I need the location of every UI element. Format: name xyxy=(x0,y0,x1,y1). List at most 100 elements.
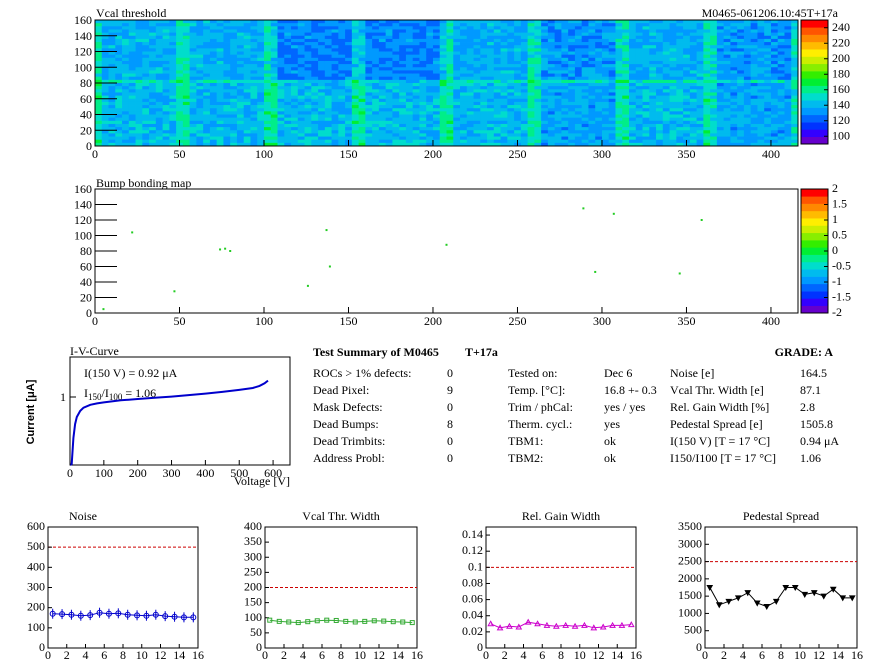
heatmap-cell xyxy=(101,35,109,40)
heatmap-cell xyxy=(642,89,650,93)
heatmap-cell xyxy=(676,32,684,37)
heatmap-cell xyxy=(101,111,109,115)
heatmap-cell xyxy=(683,114,691,119)
heatmap-cell xyxy=(764,20,772,24)
heatmap-cell xyxy=(622,54,630,59)
heatmap-cell xyxy=(439,98,447,103)
heatmap-cell xyxy=(263,133,272,137)
heatmap-cell xyxy=(176,70,184,74)
heatmap-cell xyxy=(662,123,670,128)
heatmap-cell xyxy=(743,127,752,131)
heatmap-cell xyxy=(115,54,123,59)
heatmap-cell xyxy=(703,95,711,100)
heatmap-cell xyxy=(189,89,197,93)
heatmap-cell xyxy=(493,64,501,68)
heatmap-cell xyxy=(419,133,427,137)
heatmap-cell xyxy=(757,38,765,43)
heatmap-cell xyxy=(574,70,583,74)
heatmap-cell xyxy=(209,98,218,103)
heatmap-cell xyxy=(216,32,224,37)
heatmap-cell xyxy=(250,98,258,103)
heatmap-cell xyxy=(365,42,373,46)
heatmap-cell xyxy=(784,70,792,74)
heatmap-cell xyxy=(649,105,657,109)
heatmap-cell xyxy=(757,23,765,27)
heatmap-cell xyxy=(764,51,772,56)
heatmap-cell xyxy=(277,105,285,109)
small-x-tick-label: 8 xyxy=(778,648,784,662)
heatmap-cell xyxy=(243,111,251,115)
bump-palette: 21.510.50-0.5-1-1.5-2 xyxy=(800,181,851,319)
heatmap-cell xyxy=(324,42,332,46)
heatmap-cell xyxy=(432,32,441,37)
heatmap-cell xyxy=(209,117,218,122)
heatmap-cell xyxy=(696,73,704,78)
heatmap-cell xyxy=(101,136,109,141)
heatmap-cell xyxy=(743,20,752,24)
heatmap-cell xyxy=(615,45,623,49)
heatmap-cell xyxy=(365,139,373,144)
heatmap-cell xyxy=(777,35,785,40)
heatmap-cell xyxy=(270,117,278,122)
heatmap-cell xyxy=(250,38,258,43)
heatmap-cell xyxy=(764,95,772,100)
heatmap-cell xyxy=(284,73,292,78)
heatmap-cell xyxy=(473,136,481,141)
heatmap-cell xyxy=(770,92,779,96)
heatmap-cell xyxy=(487,67,495,71)
heatmap-cell xyxy=(588,108,596,112)
heatmap-cell xyxy=(297,139,305,144)
heatmap-cell xyxy=(588,79,596,84)
heatmap-cell xyxy=(737,26,745,30)
heatmap-cell xyxy=(696,114,704,119)
heatmap-cell xyxy=(358,130,366,134)
heatmap-cell xyxy=(95,133,103,137)
heatmap-cell xyxy=(385,139,393,144)
heatmap-cell xyxy=(635,35,643,40)
heatmap-cell xyxy=(669,120,677,125)
heatmap-cell xyxy=(378,105,387,109)
heatmap-cell xyxy=(574,48,583,52)
heatmap-cell xyxy=(284,70,292,74)
heatmap-cell xyxy=(250,127,258,131)
heatmap-cell xyxy=(520,117,529,122)
heatmap-cell xyxy=(189,83,197,87)
heatmap-cell xyxy=(493,29,501,33)
heatmap-cell xyxy=(372,26,380,30)
heatmap-cell xyxy=(108,32,116,37)
heatmap-cell xyxy=(649,48,657,52)
heatmap-cell xyxy=(392,26,400,30)
heatmap-cell xyxy=(770,86,779,90)
heatmap-cell xyxy=(101,117,109,122)
heatmap-cell xyxy=(162,123,170,128)
heatmap-cell xyxy=(392,20,400,24)
data-point xyxy=(848,595,856,602)
heatmap-cell xyxy=(196,76,204,81)
heatmap-cell xyxy=(500,89,508,93)
heatmap-cell xyxy=(365,101,373,106)
heatmap-cell xyxy=(683,32,691,37)
heatmap-cell xyxy=(770,67,779,71)
heatmap-cell xyxy=(588,86,596,90)
heatmap-cell xyxy=(405,51,414,56)
heatmap-cell xyxy=(446,70,454,74)
heatmap-cell xyxy=(574,35,583,40)
heatmap-cell xyxy=(405,29,414,33)
heatmap-cell xyxy=(662,127,670,131)
heatmap-cell xyxy=(534,73,542,78)
heatmap-cell xyxy=(358,108,366,112)
heatmap-cell xyxy=(541,89,549,93)
heatmap-cell xyxy=(656,73,664,78)
condition-label: Trim / phCal: xyxy=(508,400,573,414)
heatmap-cell xyxy=(743,26,752,30)
heatmap-cell xyxy=(656,105,664,109)
heatmap-cell xyxy=(331,23,339,27)
heatmap-cell xyxy=(209,32,218,37)
heatmap-cell xyxy=(669,92,677,96)
heatmap-cell xyxy=(101,98,109,103)
heatmap-cell xyxy=(331,86,339,90)
heatmap-cell xyxy=(730,20,738,24)
heatmap-cell xyxy=(216,92,224,96)
heatmap-cell xyxy=(270,98,278,103)
heatmap-cell xyxy=(378,45,387,49)
